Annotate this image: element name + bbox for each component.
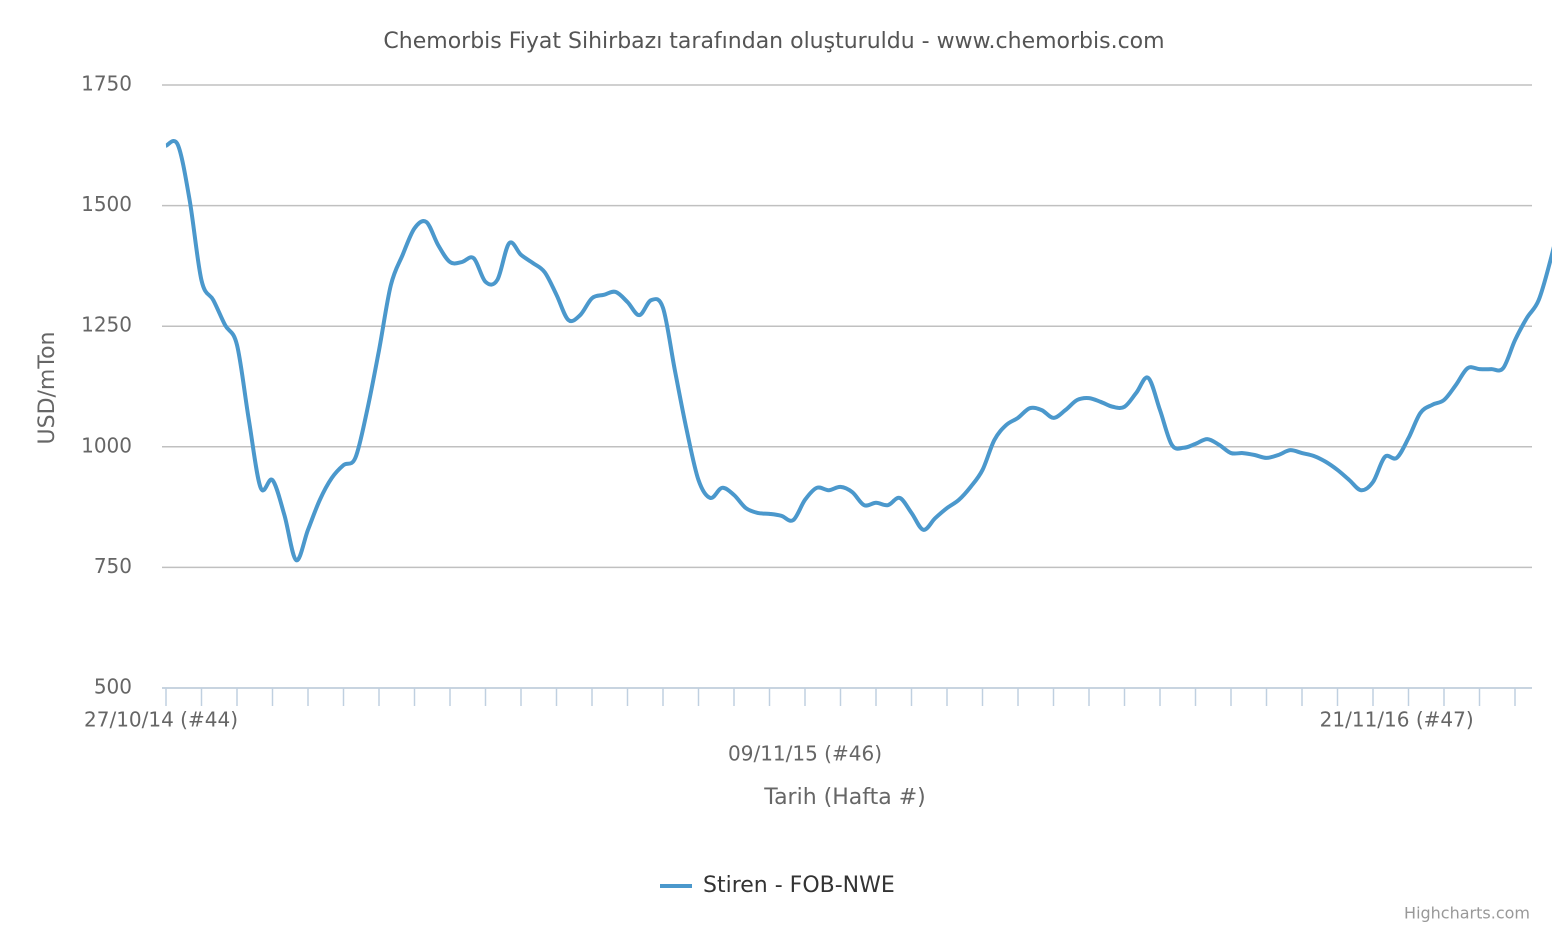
y-axis-title: USD/mTon — [35, 332, 60, 445]
chart-title: Chemorbis Fiyat Sihirbazı tarafından olu… — [383, 29, 1164, 54]
x-tick-label: 21/11/16 (#47) — [1320, 708, 1474, 732]
x-tick-label: 09/11/15 (#46) — [728, 742, 882, 766]
y-tick-label: 1750 — [81, 72, 132, 96]
y-tick-label: 1000 — [81, 433, 132, 457]
credits: Highcharts.com — [1404, 904, 1530, 923]
y-tick-label: 1250 — [81, 313, 132, 337]
y-tick-label: 500 — [94, 675, 132, 699]
y-tick-label: 750 — [94, 554, 132, 578]
x-tick-label: 27/10/14 (#44) — [84, 708, 238, 732]
line-series — [165, 139, 1552, 563]
y-tick-label: 1500 — [81, 192, 132, 216]
legend-label: Stiren - FOB-NWE — [703, 873, 895, 898]
x-axis-title: Tarih (Hafta #) — [763, 785, 925, 810]
